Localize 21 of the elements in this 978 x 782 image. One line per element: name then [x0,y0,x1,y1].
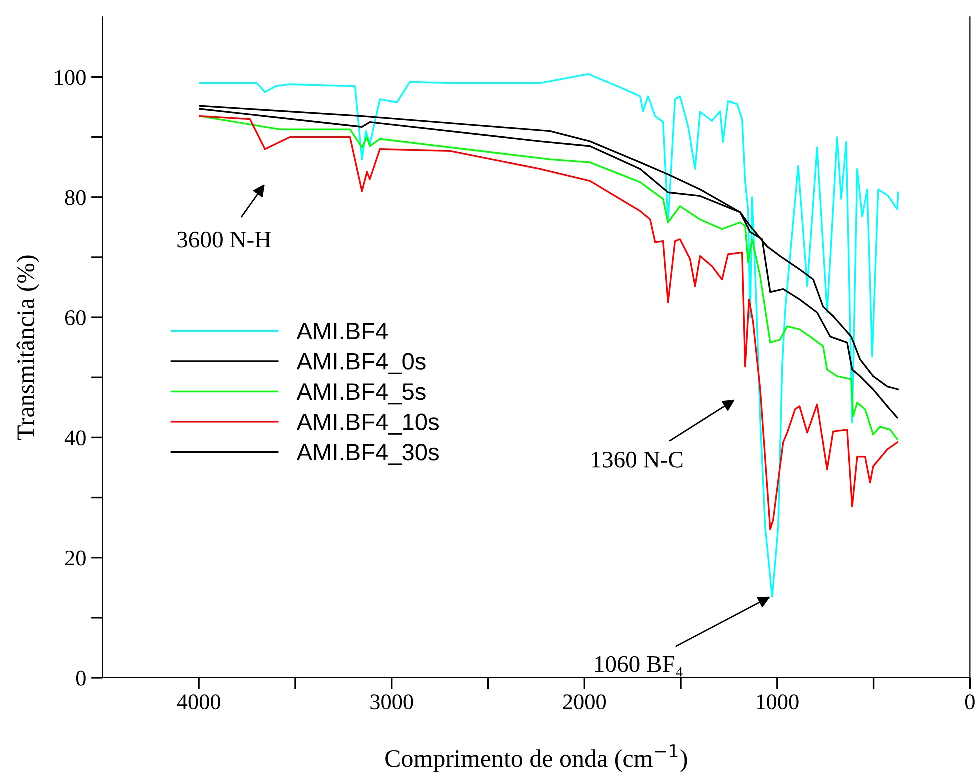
x-tick-label: 1000 [757,694,799,710]
y-tick-label: 100 [55,70,86,86]
y-tick-label: 40 [64,430,86,446]
y-axis-title: Transmitância (%) [16,256,40,440]
legend-label: AMI.BF4_5s [296,384,426,405]
x-tick-label: 4000 [177,694,220,710]
y-tick-label: 0 [76,670,86,686]
annotation: 1060 BF₄ [595,656,683,677]
annotation: 3600 N-H [178,232,271,248]
y-tick-label: 80 [65,190,86,206]
legend-label: AMI.BF4_30s [296,444,439,466]
legend-label: AMI.BF4 [296,323,388,340]
x-tick-label: 2000 [563,694,606,710]
x-tick-label: 0 [965,694,975,710]
x-tick-label: 3000 [370,694,414,710]
y-tick-label: 60 [65,310,86,326]
annotation: 1360 N-C [592,452,683,468]
y-tick-label: 20 [65,550,86,566]
x-axis-title: Comprimento de onda (cm$^{−1}$) [386,744,688,772]
legend-label: AMI.BF4_10s [296,414,439,435]
legend-label: AMI.BF4_0s [296,353,426,374]
